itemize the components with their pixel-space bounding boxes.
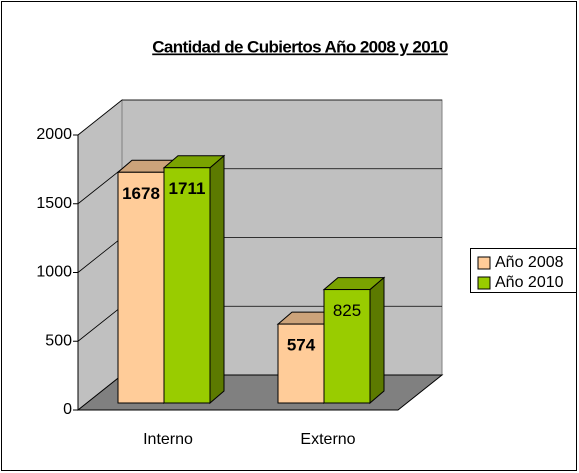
bar xyxy=(323,289,371,404)
bar xyxy=(117,171,165,404)
x-tick-label: Externo xyxy=(300,431,355,448)
bar-side xyxy=(209,154,225,405)
legend-label: Año 2008 xyxy=(495,254,564,271)
legend-label: Año 2010 xyxy=(495,274,564,291)
y-tick-label: 0 xyxy=(63,401,72,418)
data-label: 1711 xyxy=(169,179,206,198)
chart-title: Cantidad de Cubiertos Año 2008 y 2010 xyxy=(152,37,448,56)
y-tick-label: 500 xyxy=(45,332,72,349)
legend-swatch xyxy=(477,256,491,270)
data-label: 1678 xyxy=(122,184,160,203)
y-tick-label: 2000 xyxy=(36,126,72,143)
grid-line xyxy=(77,99,442,136)
bar-side xyxy=(369,276,385,405)
y-tick-label: 1500 xyxy=(36,195,72,212)
bar xyxy=(163,167,211,404)
bar xyxy=(277,323,325,404)
data-label: 825 xyxy=(333,301,361,320)
data-label: 574 xyxy=(287,336,316,355)
y-tick-label: 1000 xyxy=(36,264,72,281)
legend-swatch xyxy=(477,276,491,290)
x-tick-label: Interno xyxy=(143,431,193,448)
